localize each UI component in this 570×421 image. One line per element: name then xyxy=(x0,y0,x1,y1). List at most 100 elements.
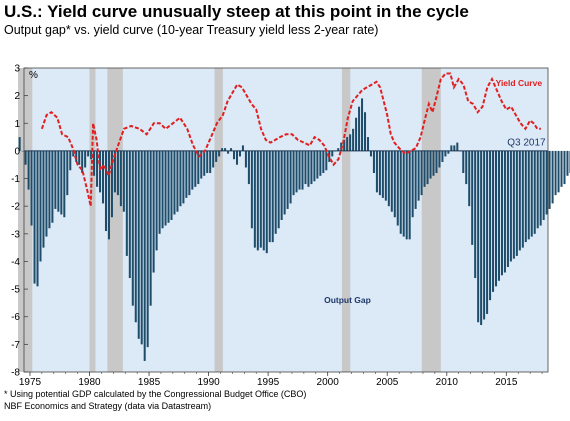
output-gap-bar xyxy=(283,150,286,215)
output-gap-bar xyxy=(310,150,313,185)
output-gap-bar xyxy=(471,150,474,245)
y-tick-label: -4 xyxy=(11,257,20,268)
output-gap-bar xyxy=(554,150,557,196)
output-gap-bar xyxy=(194,150,197,187)
output-gap-bar xyxy=(42,150,45,248)
output-gap-bar xyxy=(465,150,468,185)
output-gap-bar xyxy=(21,150,24,152)
output-gap-bar xyxy=(462,150,465,174)
y-tick-label: 0 xyxy=(14,146,20,157)
output-gap-bar xyxy=(346,137,349,151)
output-gap-bar xyxy=(218,150,221,157)
output-gap-bar xyxy=(173,150,176,215)
x-tick-label: 2015 xyxy=(495,377,518,388)
output-gap-bar xyxy=(408,150,411,240)
output-gap-bar xyxy=(480,150,483,326)
output-gap-bar xyxy=(182,150,185,204)
output-gap-bar xyxy=(557,150,560,193)
output-gap-bar xyxy=(128,150,131,279)
output-gap-bar xyxy=(244,150,247,168)
output-gap-bar xyxy=(250,150,253,229)
output-gap-bar xyxy=(506,150,509,267)
output-gap-bar xyxy=(247,150,250,185)
output-gap-bar xyxy=(387,150,390,207)
output-gap-bar xyxy=(215,150,218,162)
output-gap-bar xyxy=(27,150,30,190)
output-gap-bar xyxy=(253,150,256,248)
output-gap-bar xyxy=(131,150,134,306)
output-gap-bar xyxy=(119,150,122,207)
recession-band-0 xyxy=(18,68,33,372)
output-gap-bar xyxy=(492,150,495,292)
output-gap-bar xyxy=(435,150,438,174)
output-gap-bar xyxy=(206,150,209,174)
output-gap-bar xyxy=(399,150,402,234)
output-gap-bar xyxy=(364,112,367,151)
output-gap-bar xyxy=(414,150,417,209)
output-gap-bar xyxy=(48,150,51,229)
y-tick-label: -5 xyxy=(11,285,20,296)
output-gap-bar xyxy=(486,150,489,314)
output-gap-bar xyxy=(256,150,259,251)
y-tick-label: 1 xyxy=(14,119,20,130)
output-gap-bar xyxy=(343,139,346,151)
plot-frame xyxy=(23,67,549,373)
output-gap-bar xyxy=(426,150,429,185)
output-gap-bar xyxy=(337,148,340,151)
output-gap-bar xyxy=(533,150,536,234)
output-gap-bar xyxy=(90,150,93,160)
footnote-source: NBF Economics and Strategy (data via Dat… xyxy=(4,401,212,411)
output-gap-bar xyxy=(60,150,63,215)
output-gap-bar xyxy=(63,150,66,218)
y-unit-label: % xyxy=(29,70,38,81)
output-gap-bar xyxy=(292,150,295,196)
output-gap-bar xyxy=(230,148,233,151)
output-gap-bar xyxy=(280,150,283,220)
output-gap-bar xyxy=(54,150,57,209)
output-gap-bar xyxy=(149,150,152,306)
x-tick-label: 2010 xyxy=(436,377,459,388)
output-gap-bar xyxy=(200,150,203,179)
output-gap-bar xyxy=(518,150,521,251)
output-gap-bar xyxy=(349,134,352,151)
output-gap-bar xyxy=(107,150,110,240)
output-gap-bar xyxy=(313,150,316,182)
output-gap-bar xyxy=(265,150,268,254)
output-gap-bar xyxy=(444,150,447,157)
output-gap-bar xyxy=(72,150,75,157)
x-tick-label: 1985 xyxy=(138,377,161,388)
output-gap-bar xyxy=(113,150,116,193)
recession-band-5 xyxy=(421,68,441,372)
output-gap-bar xyxy=(155,150,158,251)
y-tick-label: -1 xyxy=(11,174,20,185)
output-gap-bar xyxy=(259,150,262,248)
output-gap-bar xyxy=(420,150,423,196)
output-gap-bar xyxy=(450,145,453,151)
output-gap-bar xyxy=(366,137,370,151)
output-gap-bar xyxy=(262,150,265,251)
output-gap-bar xyxy=(209,150,212,174)
output-gap-bar xyxy=(125,150,128,256)
output-gap-bar xyxy=(298,150,301,190)
output-gap-bar xyxy=(405,150,408,240)
x-tick-label: 1995 xyxy=(257,377,280,388)
x-tick-label: 1975 xyxy=(19,377,42,388)
output-gap-bar xyxy=(66,150,69,196)
output-gap-bar xyxy=(307,150,310,187)
output-gap-bar xyxy=(158,150,161,234)
output-gap-bar xyxy=(78,150,81,165)
output-gap-bar xyxy=(137,150,140,339)
footnote-cbo: * Using potential GDP calculated by the … xyxy=(4,389,307,399)
output-gap-bar xyxy=(384,150,387,201)
output-gap-bar xyxy=(134,150,137,323)
output-gap-bar xyxy=(93,150,96,176)
output-gap-bar xyxy=(185,150,188,198)
output-gap-bar xyxy=(521,150,524,248)
output-gap-bar xyxy=(361,98,364,151)
output-gap-bar xyxy=(325,150,328,171)
plot-background xyxy=(24,68,548,372)
chart-subtitle: Output gap* vs. yield curve (10-year Tre… xyxy=(4,23,379,37)
y-tick-label: -3 xyxy=(11,229,20,240)
output-gap-bar xyxy=(295,150,298,193)
output-gap-bar xyxy=(96,150,99,187)
